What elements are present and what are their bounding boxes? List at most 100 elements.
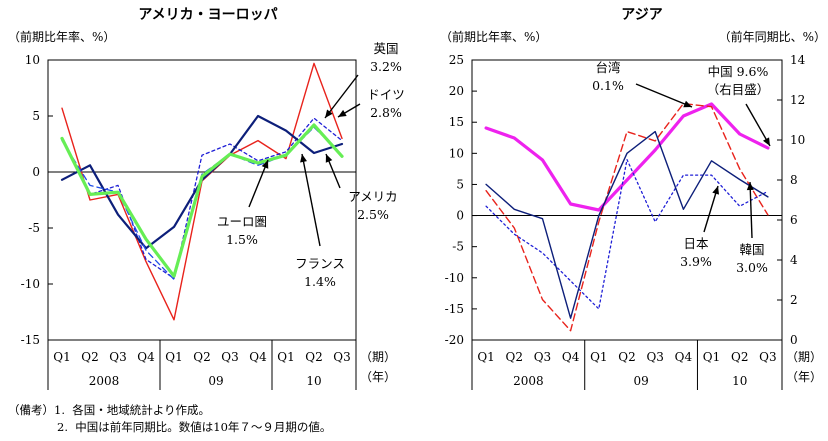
europe-us-year-label: 10 xyxy=(306,374,321,388)
asia-ytick-label: -20 xyxy=(445,333,464,347)
europe-us-xtick-label: Q1 xyxy=(277,350,294,364)
annot-germany-name: ドイツ xyxy=(367,87,405,102)
annot-korea-value: 3.0% xyxy=(736,260,768,275)
asia-y2label: （前年同期比、%） xyxy=(719,29,826,44)
annot-usa-name: アメリカ xyxy=(348,189,397,204)
notes-label: （備考） xyxy=(8,403,54,417)
annot-france-arrow-line xyxy=(301,153,321,247)
annot-japan-arrow-line xyxy=(703,185,719,233)
europe-us-xtick-label: Q3 xyxy=(333,350,350,364)
europe-us-xtick-label: Q4 xyxy=(249,350,267,364)
europe-us-xtick-label: Q2 xyxy=(81,350,98,364)
asia-xtick-label: Q2 xyxy=(506,350,523,364)
europe-us-ytick-label: -10 xyxy=(21,277,40,291)
asia-xtick-label: Q1 xyxy=(590,350,607,364)
europe-us-ytick-label: 0 xyxy=(32,165,40,179)
annot-euro-name: ユーロ圏 xyxy=(217,214,267,229)
annot-japan-value: 3.9% xyxy=(680,254,712,269)
annot-china-name: 中国 9.6% xyxy=(708,64,769,79)
annot-japan-name: 日本 xyxy=(683,236,709,251)
annot-germany-arrow-head xyxy=(338,109,347,117)
europe-us-series-フランス xyxy=(60,123,344,278)
europe-us-xtick-label: Q2 xyxy=(305,350,322,364)
asia-y2tick-label: 14 xyxy=(790,53,806,67)
asia-xtick-label: Q4 xyxy=(675,350,693,364)
europe-us-ytick-label: 5 xyxy=(32,109,40,123)
asia-series-台湾 xyxy=(485,102,769,332)
europe-us-ytick-label: -5 xyxy=(28,221,40,235)
note-1: 1. 各国・地域統計より作成。 xyxy=(54,403,211,417)
europe-us-ytick-label: -15 xyxy=(21,333,40,347)
europe-us-title: アメリカ・ヨーロッパ xyxy=(138,7,277,23)
asia-ytick-label: 20 xyxy=(449,84,464,98)
asia-year-label: 09 xyxy=(633,374,648,388)
annot-taiwan-arrow-line xyxy=(635,83,693,108)
europe-us-ytick-label: 10 xyxy=(25,53,40,67)
europe-us-ylabel: （前期比年率、%） xyxy=(8,29,115,44)
annot-china-arrow-head xyxy=(762,137,770,146)
asia-chart: アジア（前期比年率、%） （前年同期比、%）-20-15-10-505101520… xyxy=(440,7,826,390)
asia-y2tick-label: 0 xyxy=(790,333,798,347)
asia-y2tick-label: 6 xyxy=(790,213,798,227)
annot-france-arrow-head xyxy=(300,154,307,163)
annot-china-note: （右目盛） xyxy=(707,82,770,97)
asia-xtick-label: Q3 xyxy=(759,350,776,364)
asia-ylabel: （前期比年率、%） xyxy=(440,29,547,44)
annot-uk-arrow-line xyxy=(324,74,359,119)
notes: （備考）1. 各国・地域統計より作成。 2. 中国は前年同期比。数値は10年７～… xyxy=(8,402,331,436)
asia-ytick-label: -15 xyxy=(445,302,464,316)
asia-xtick-label: Q4 xyxy=(562,350,580,364)
europe-us-xtick-label: Q1 xyxy=(53,350,70,364)
annot-china-arrow-line xyxy=(745,103,771,147)
annot-uk-arrow-head xyxy=(325,109,333,118)
annot-uk-name: 英国 xyxy=(373,41,398,56)
asia-ytick-label: -5 xyxy=(452,240,464,254)
annot-euro-arrow-head xyxy=(261,160,269,169)
asia-y2tick-label: 12 xyxy=(790,93,805,107)
annot-france-name: フランス xyxy=(295,256,345,271)
asia-y2tick-label: 10 xyxy=(790,133,805,147)
asia-xtick-label: Q1 xyxy=(477,350,494,364)
europe-us-xtick-label: Q4 xyxy=(137,350,155,364)
asia-y2tick-label: 4 xyxy=(790,253,798,267)
asia-year-unit: （年） xyxy=(786,370,822,384)
annot-korea-arrow-line xyxy=(749,181,753,239)
asia-ytick-label: 5 xyxy=(456,177,464,191)
asia-xtick-label: Q1 xyxy=(703,350,720,364)
asia-title: アジア xyxy=(621,7,662,23)
europe-us-series-ドイツ xyxy=(61,117,343,280)
annot-uk-value: 3.2% xyxy=(370,59,402,74)
asia-xtick-label: Q2 xyxy=(731,350,748,364)
annot-korea-arrow-head xyxy=(746,182,754,191)
annot-usa-value: 2.5% xyxy=(357,207,389,222)
note-2: 2. 中国は前年同期比。数値は10年７～９月期の値。 xyxy=(57,420,332,434)
asia-ytick-label: 0 xyxy=(456,209,464,223)
europe-us-xtick-label: Q2 xyxy=(193,350,210,364)
asia-y2tick-label: 8 xyxy=(790,173,798,187)
asia-xtick-label: Q2 xyxy=(618,350,635,364)
europe-us-plot-frame xyxy=(47,59,357,341)
annot-euro-value: 1.5% xyxy=(226,232,258,247)
annot-france-value: 1.4% xyxy=(304,274,336,289)
annot-korea-name: 韓国 xyxy=(739,242,764,257)
europe-us-period-label: （期） xyxy=(360,350,396,364)
asia-y2tick-label: 2 xyxy=(790,293,798,307)
europe-us-chart: アメリカ・ヨーロッパ （前期比年率、%） -15 -10 -5 0 5 10 Q1 Q2 Q3 Q4 Q… xyxy=(8,7,396,390)
annot-usa-arrow-head xyxy=(325,154,333,163)
annot-taiwan-name: 台湾 xyxy=(595,60,620,75)
europe-us-xtick-label: Q3 xyxy=(109,350,126,364)
asia-plot-frame xyxy=(471,59,783,341)
asia-ytick-label: -10 xyxy=(445,271,464,285)
annot-japan-arrow-head xyxy=(712,186,720,195)
europe-us-xtick-label: Q3 xyxy=(221,350,238,364)
europe-us-year-unit: （年） xyxy=(360,370,396,384)
asia-series-中国 xyxy=(484,102,770,212)
europe-us-year-label: 09 xyxy=(208,374,223,388)
annot-euro-arrow-line xyxy=(248,159,269,208)
asia-series-日本 xyxy=(485,158,769,310)
annot-germany-value: 2.8% xyxy=(370,105,402,120)
asia-year-label: 10 xyxy=(732,374,747,388)
asia-series-韓国 xyxy=(485,130,769,319)
europe-us-year-label: 2008 xyxy=(89,374,120,388)
